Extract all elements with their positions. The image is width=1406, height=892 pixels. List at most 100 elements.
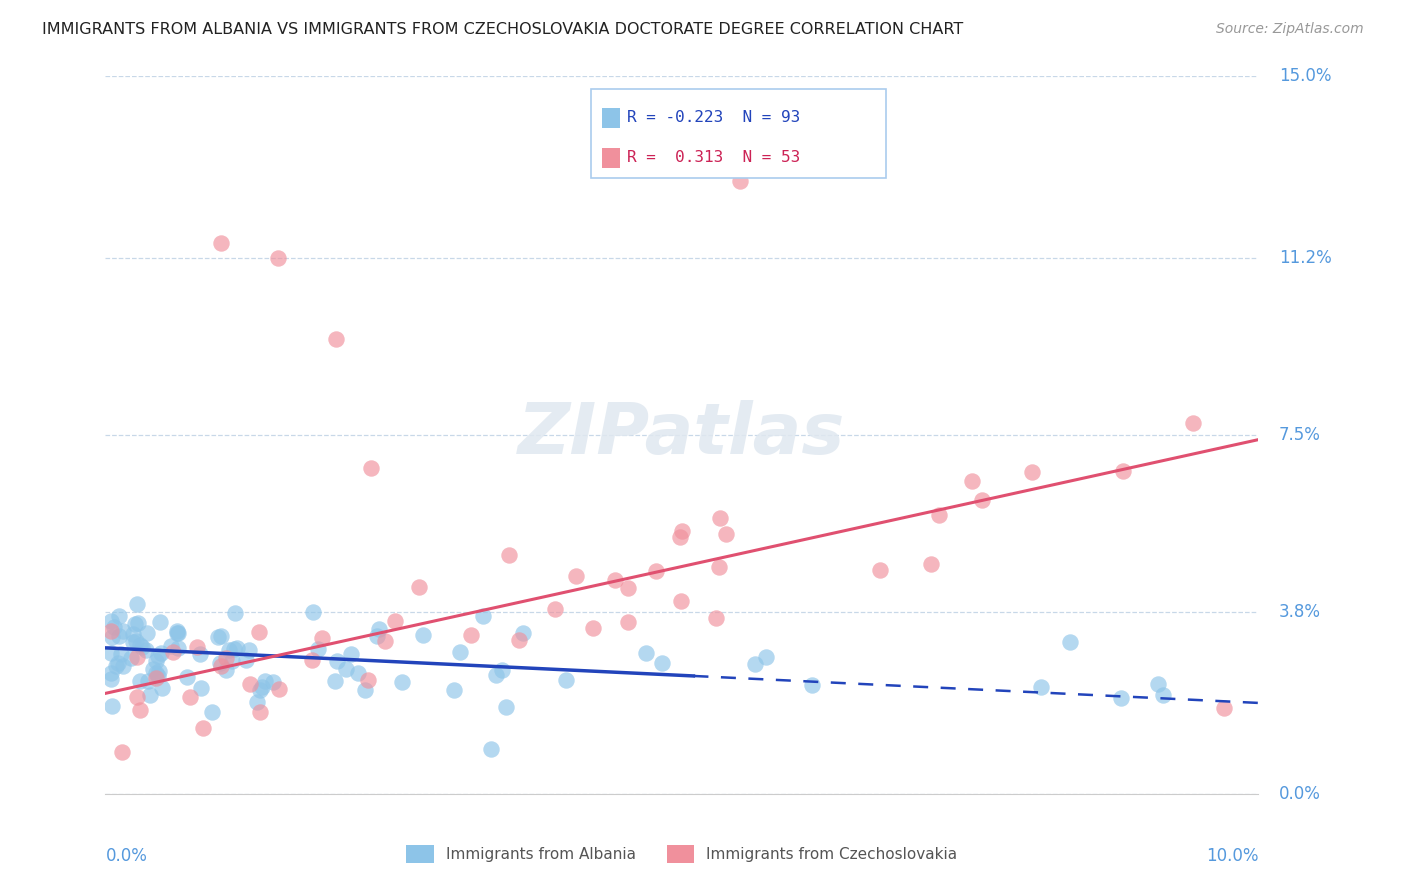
Point (616, 581, 638, 595)
Point (928, 508, 950, 523)
Point (366, 629, 388, 643)
Point (704, 611, 727, 625)
Point (339, 648, 361, 662)
Point (186, 640, 208, 654)
Point (104, 658, 127, 673)
Point (100, 624, 122, 638)
Text: R =  0.313  N = 53: R = 0.313 N = 53 (627, 151, 800, 165)
Point (335, 662, 357, 676)
Point (120, 650, 142, 665)
Point (224, 606, 246, 620)
Text: 15.0%: 15.0% (1279, 67, 1331, 85)
Point (127, 650, 149, 665)
Point (111, 746, 134, 760)
Point (108, 629, 131, 643)
Text: 0.0%: 0.0% (1279, 785, 1322, 803)
Point (146, 649, 169, 664)
Point (582, 621, 605, 635)
Point (145, 654, 167, 668)
Point (221, 654, 243, 668)
Point (215, 651, 238, 665)
Point (246, 695, 269, 709)
Point (159, 639, 181, 653)
Point (148, 665, 170, 679)
Point (755, 649, 778, 664)
Point (162, 645, 184, 659)
Point (167, 626, 190, 640)
Point (100, 672, 122, 686)
Point (107, 656, 129, 670)
Text: 0.0%: 0.0% (105, 847, 148, 864)
Point (869, 563, 891, 577)
Point (103, 620, 125, 634)
Point (166, 626, 188, 640)
Point (129, 703, 152, 717)
Point (374, 633, 396, 648)
Point (146, 669, 169, 683)
Point (709, 510, 731, 524)
Point (460, 628, 482, 642)
Point (495, 699, 517, 714)
Point (215, 664, 238, 678)
Point (135, 643, 157, 657)
Point (1147, 677, 1170, 691)
Point (603, 573, 626, 587)
Point (1181, 416, 1204, 430)
Point (391, 674, 413, 689)
Point (728, 174, 751, 188)
Point (555, 673, 578, 687)
Point (218, 643, 240, 657)
Point (100, 646, 122, 660)
Point (127, 615, 149, 630)
Point (634, 646, 657, 660)
Point (544, 602, 567, 616)
Point (145, 666, 167, 681)
Point (326, 654, 349, 668)
Point (347, 665, 370, 680)
Point (129, 638, 152, 652)
Point (209, 658, 232, 673)
Point (142, 662, 165, 676)
Point (111, 624, 134, 639)
Text: 7.5%: 7.5% (1279, 425, 1322, 444)
Point (207, 631, 229, 645)
Point (311, 631, 333, 645)
Text: R = -0.223  N = 93: R = -0.223 N = 93 (627, 111, 800, 125)
Point (247, 625, 270, 640)
Point (564, 569, 586, 583)
Point (209, 236, 232, 251)
Point (307, 641, 329, 656)
Point (479, 741, 502, 756)
Point (972, 493, 994, 508)
Point (472, 609, 495, 624)
Text: ZIPatlas: ZIPatlas (519, 401, 845, 469)
Point (325, 332, 347, 346)
Point (149, 647, 172, 661)
Point (150, 681, 173, 695)
Point (222, 641, 245, 656)
Point (744, 657, 766, 671)
Point (179, 690, 201, 704)
Point (208, 657, 231, 671)
Point (100, 665, 122, 680)
Point (254, 674, 277, 689)
Point (249, 705, 271, 719)
Point (249, 682, 271, 697)
Point (145, 672, 167, 686)
Point (669, 594, 692, 608)
Point (1029, 680, 1052, 694)
Point (167, 641, 190, 656)
Point (357, 673, 380, 687)
Point (112, 658, 135, 673)
Point (671, 524, 693, 538)
Point (716, 527, 738, 541)
Point (449, 645, 471, 659)
Point (125, 634, 148, 648)
Point (190, 681, 212, 696)
Point (645, 564, 668, 578)
Point (100, 699, 122, 714)
Point (669, 530, 692, 544)
Point (100, 614, 122, 628)
Point (239, 677, 262, 691)
Point (651, 657, 673, 671)
